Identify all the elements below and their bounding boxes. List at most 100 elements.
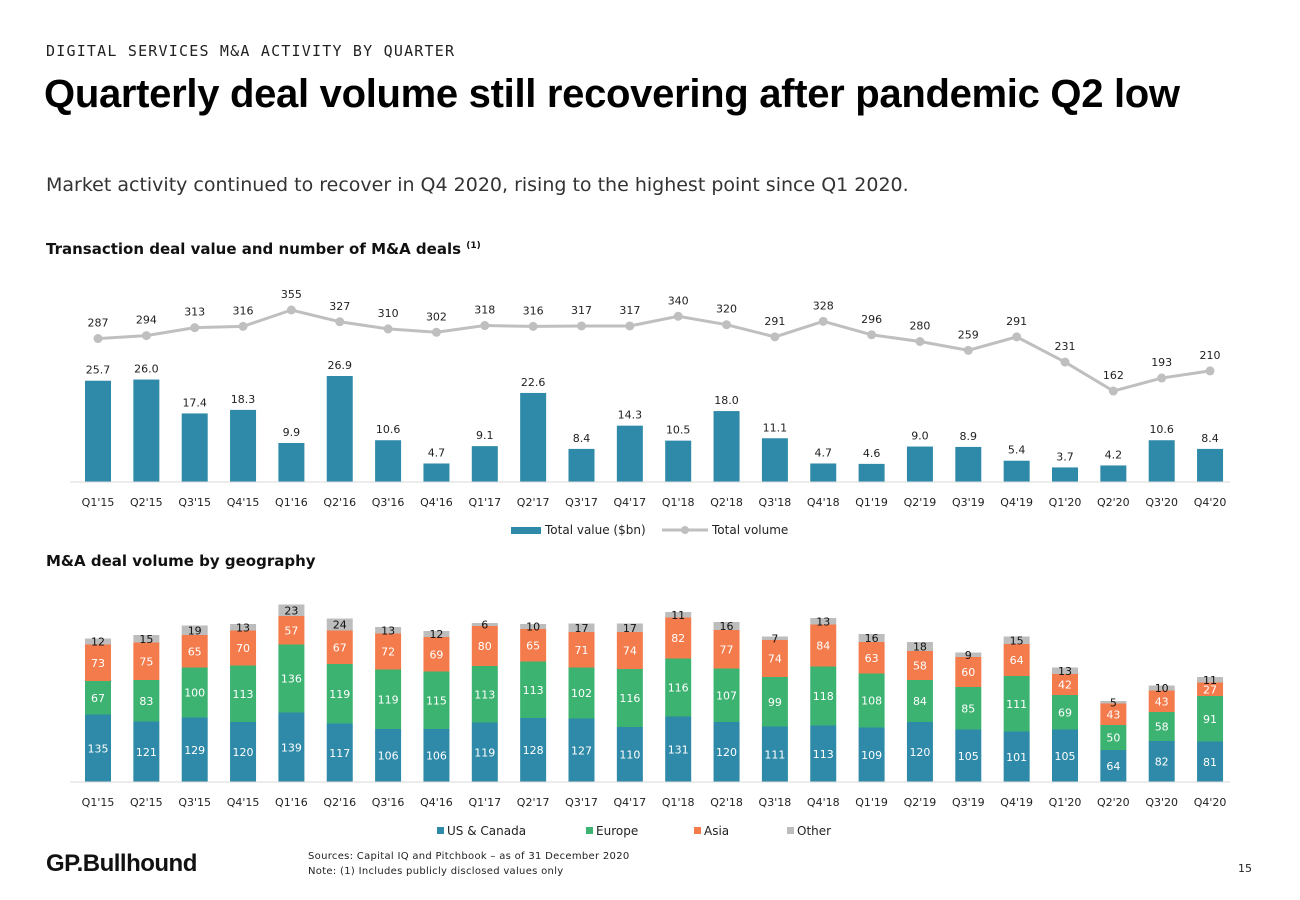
legend-swatch-volume-point (681, 526, 689, 534)
value-bar-q2-15 (133, 379, 160, 482)
volume-label: 310 (378, 307, 399, 320)
geo-bar-us-canada-q2-20 (1100, 750, 1127, 782)
geo-bar-other-q3-17 (568, 623, 595, 632)
legend-swatch-asia (694, 827, 701, 834)
bottom-chart-label: M&A deal volume by geography (46, 552, 316, 570)
value-bar-q4-16 (423, 463, 450, 482)
geo-bar-other-q1-19 (858, 634, 885, 642)
geo-label-other: 15 (1010, 634, 1024, 647)
geo-label-other: 5 (1110, 696, 1117, 709)
geo-label-other: 10 (526, 621, 540, 634)
geo-bar-other-q4-17 (616, 623, 643, 632)
geo-bar-asia-q3-15 (181, 635, 208, 668)
volume-point (480, 321, 490, 331)
value-bar-q2-17 (520, 392, 547, 482)
geo-label-other: 13 (381, 624, 395, 637)
geo-label-other: 16 (865, 632, 879, 645)
geo-label-europe: 83 (139, 695, 153, 708)
volume-point (238, 321, 248, 331)
geo-label-europe: 102 (571, 687, 592, 700)
geo-bar-other-q2-18 (713, 622, 740, 630)
volume-point (963, 345, 973, 355)
value-bar-q2-20 (1100, 465, 1127, 482)
geo-bar-asia-q4-16 (423, 637, 450, 672)
geo-label-asia: 64 (1010, 654, 1024, 667)
geo-bar-us-canada-q4-18 (810, 725, 837, 782)
bottom-x-tick: Q4'19 (1000, 796, 1033, 809)
geo-bar-asia-q1-19 (858, 642, 885, 674)
bottom-x-tick: Q3'20 (1145, 796, 1178, 809)
bottom-x-tick: Q3'17 (565, 796, 598, 809)
value-bar-q1-20 (1052, 467, 1078, 482)
geo-bar-other-q1-17 (471, 623, 498, 626)
geo-label-europe: 50 (1106, 732, 1120, 745)
volume-label: 210 (1200, 349, 1221, 362)
geo-label-other: 12 (429, 628, 443, 641)
value-label: 10.6 (376, 423, 401, 436)
value-label: 4.2 (1105, 448, 1123, 461)
top-x-tick: Q4'20 (1194, 496, 1227, 509)
value-bar-q1-19 (858, 463, 885, 482)
volume-point (383, 324, 393, 334)
geo-label-us-canada: 113 (813, 748, 834, 761)
geo-bar-us-canada-q2-17 (520, 718, 547, 782)
geo-bar-europe-q2-18 (713, 668, 740, 722)
volume-label: 231 (1055, 340, 1076, 353)
geo-label-asia: 70 (236, 642, 250, 655)
volume-label: 317 (571, 304, 592, 317)
value-label: 9.0 (911, 430, 929, 443)
geo-label-other: 24 (333, 619, 347, 632)
top-x-tick: Q1'18 (662, 496, 695, 509)
value-label: 10.6 (1149, 423, 1174, 436)
geo-bar-us-canada-q3-20 (1148, 741, 1175, 782)
geo-bar-other-q2-17 (520, 624, 547, 629)
geo-bar-us-canada-q4-17 (616, 727, 643, 782)
value-bar-q3-19 (955, 446, 982, 482)
geo-label-us-canada: 82 (1155, 756, 1169, 769)
value-label: 4.7 (428, 446, 446, 459)
geo-bar-asia-q3-18 (761, 640, 788, 677)
value-label: 3.7 (1056, 450, 1074, 463)
volume-label: 313 (184, 306, 205, 319)
top-x-tick: Q2'16 (323, 496, 356, 509)
geo-label-us-canada: 120 (716, 746, 737, 759)
geo-label-us-canada: 135 (88, 742, 109, 755)
geo-bar-other-q3-16 (375, 627, 402, 634)
geo-label-us-canada: 109 (861, 749, 882, 762)
volume-point (770, 332, 780, 342)
value-label: 25.7 (86, 364, 111, 377)
geo-bar-europe-q1-16 (278, 644, 305, 713)
geo-bar-other-q1-16 (278, 604, 305, 616)
geo-label-asia: 74 (623, 645, 637, 658)
volume-point (1012, 332, 1022, 342)
value-bar-q3-18 (761, 438, 788, 482)
geo-bar-other-q3-15 (181, 625, 208, 635)
geo-label-asia: 82 (671, 632, 685, 645)
top-x-tick: Q1'20 (1049, 496, 1082, 509)
geo-label-other: 23 (284, 604, 298, 617)
top-x-tick: Q4'18 (807, 496, 840, 509)
volume-label: 320 (716, 303, 737, 316)
volume-point (1157, 373, 1167, 383)
legend-label-volume: Total volume (711, 523, 788, 537)
geo-bar-other-q4-18 (810, 618, 837, 625)
top-x-tick: Q3'20 (1145, 496, 1178, 509)
geo-label-asia: 27 (1203, 683, 1217, 696)
geo-bar-asia-q3-17 (568, 632, 595, 668)
geo-bar-other-q1-18 (665, 612, 692, 618)
volume-label: 317 (619, 304, 640, 317)
geo-label-europe: 58 (1155, 721, 1169, 734)
geo-bar-other-q2-19 (906, 642, 933, 651)
volume-label: 193 (1151, 356, 1172, 369)
geo-bar-europe-q3-16 (375, 669, 402, 729)
geo-label-other: 10 (1155, 682, 1169, 695)
top-chart-label: Transaction deal value and number of M&A… (46, 240, 462, 258)
bottom-x-tick: Q3'18 (759, 796, 792, 809)
page-kicker: DIGITAL SERVICES M&A ACTIVITY BY QUARTER (46, 42, 456, 60)
value-bar-q3-16 (375, 440, 402, 482)
geo-label-asia: 77 (720, 643, 734, 656)
value-bar-q4-20 (1197, 448, 1224, 482)
bottom-x-tick: Q3'16 (372, 796, 405, 809)
volume-label: 291 (1006, 315, 1027, 328)
legend-swatch-value (511, 527, 541, 534)
